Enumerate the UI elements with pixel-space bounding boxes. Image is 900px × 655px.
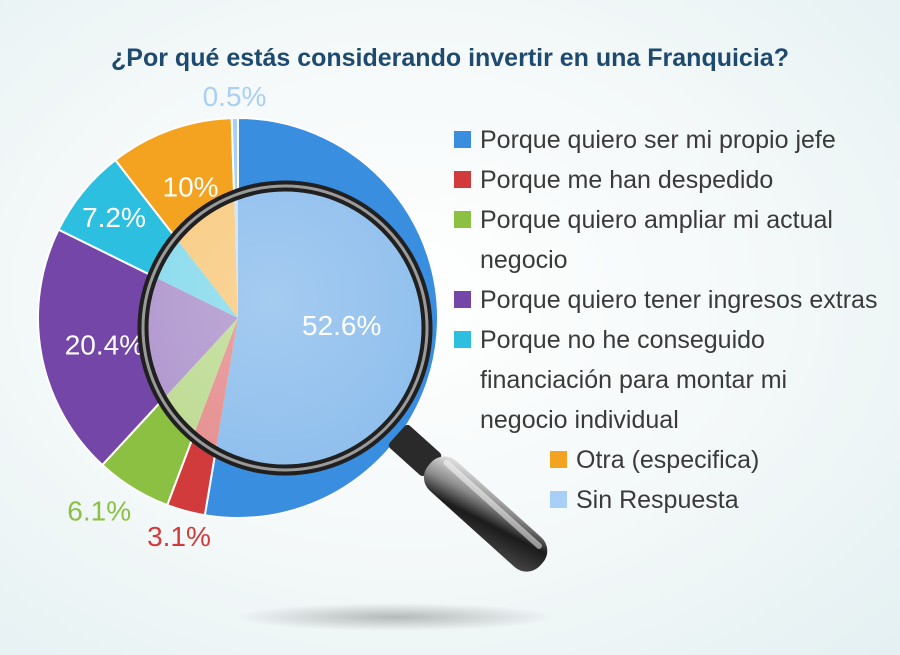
legend-label: Porque quiero tener ingresos extras bbox=[480, 286, 878, 314]
legend-label: Porque no he conseguido financiación par… bbox=[480, 326, 788, 434]
slice-value-label: 0.5% bbox=[203, 81, 267, 112]
legend-swatch bbox=[454, 171, 471, 188]
legend-label: Porque quiero ser mi propio jefe bbox=[480, 126, 836, 154]
glass-shadow bbox=[235, 603, 555, 631]
legend: Porque quiero ser mi propio jefe Porque m… bbox=[450, 120, 890, 520]
slice-value-label: 10% bbox=[163, 171, 219, 202]
slice-value-label: 6.1% bbox=[67, 495, 131, 526]
legend-item: Otra (especifica) bbox=[546, 440, 890, 480]
pie-slice bbox=[37, 228, 240, 467]
legend-label: Otra (especifica) bbox=[576, 446, 760, 474]
legend-item: Porque me han despedido bbox=[450, 160, 890, 200]
legend-swatch bbox=[454, 291, 471, 308]
legend-item: Porque quiero ser mi propio jefe bbox=[450, 120, 890, 160]
magnifying-glass-icon bbox=[137, 180, 548, 572]
slice-value-label: 7.2% bbox=[82, 202, 146, 233]
slice-value-label: 20.4% bbox=[65, 329, 144, 360]
legend-item: Porque quiero tener ingresos extras bbox=[450, 280, 890, 320]
legend-item: Porque quiero ampliar mi actual negocio bbox=[450, 200, 890, 280]
slice-value-label: 3.1% bbox=[147, 521, 211, 552]
legend-swatch bbox=[454, 331, 471, 348]
legend-swatch bbox=[454, 211, 471, 228]
legend-swatch bbox=[550, 451, 567, 468]
legend-item: Sin Respuesta bbox=[546, 480, 890, 520]
legend-label: Porque me han despedido bbox=[480, 166, 774, 194]
legend-swatch bbox=[454, 131, 471, 148]
legend-label: Sin Respuesta bbox=[576, 486, 739, 514]
chart-title: ¿Por qué estás considerando invertir en … bbox=[111, 44, 789, 72]
legend-swatch bbox=[550, 491, 567, 508]
legend-item: Porque no he conseguido financiación par… bbox=[450, 320, 890, 440]
legend-label: Porque quiero ampliar mi actual negocio bbox=[480, 206, 833, 274]
